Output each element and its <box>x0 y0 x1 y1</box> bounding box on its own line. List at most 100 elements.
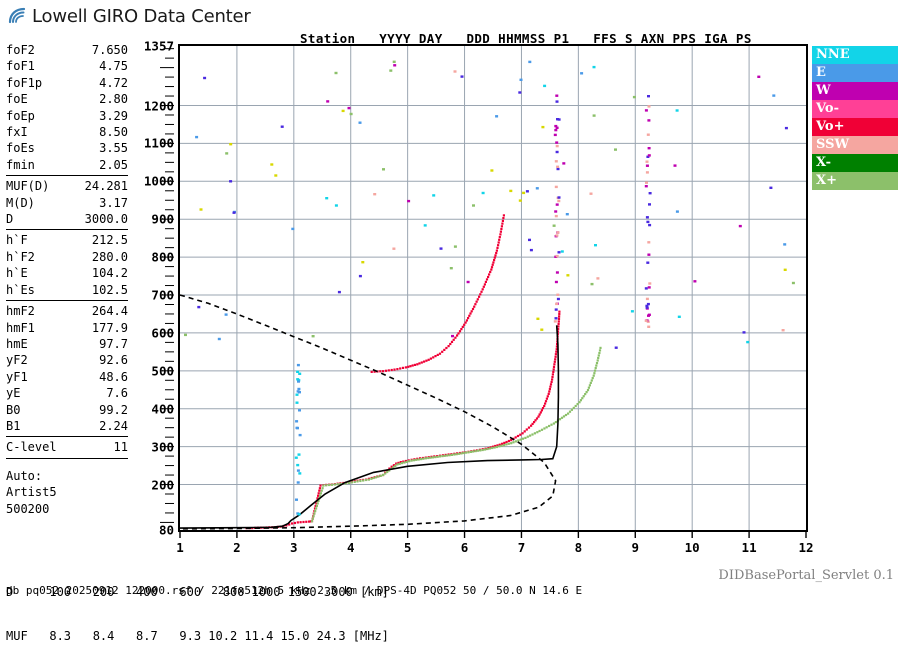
param-group-frequencies: foF2 7.650 foF1 4.75 foF1p 4.72 foE 2.80 foE… <box>6 42 128 173</box>
servlet-version: DIDBasePortal_Servlet 0.1 <box>718 568 894 583</box>
param-key: C-level <box>6 440 57 455</box>
ionogram-plot[interactable] <box>178 44 808 532</box>
param-key: MUF(D) <box>6 179 50 194</box>
legend-label: Vo+ <box>816 119 845 134</box>
param-row: B1 2.24 <box>6 418 128 434</box>
station-header-row: Station YYYY DAY DDD HHMMSS P1 FFS S AXN… <box>300 31 752 46</box>
param-row: yE 7.6 <box>6 385 128 401</box>
y-axis-label: 1100 <box>143 135 174 151</box>
legend-item-vo[interactable]: Vo- <box>812 100 898 118</box>
param-group-profile: hmF2 264.4 hmF1 177.9 hmE 97.7 yF2 92.6 yF1 4… <box>6 303 128 434</box>
param-key: hmF2 <box>6 304 35 319</box>
param-value: 99.2 <box>99 402 128 417</box>
x-axis: 1 2 3 4 5 6 7 8 9 10 11 12 <box>176 532 814 555</box>
series-x-x-mode-trace <box>310 346 602 523</box>
ionogram-canvas <box>180 46 806 530</box>
series-muf-curve <box>180 294 557 530</box>
param-row: foEs 3.55 <box>6 140 128 156</box>
param-row: h`Es 102.5 <box>6 282 128 298</box>
param-key: B0 <box>6 402 21 417</box>
param-row: B0 99.2 <box>6 402 128 418</box>
divider <box>6 229 128 231</box>
auto-code: 500200 <box>6 501 50 516</box>
y-axis-label: 1200 <box>143 98 174 113</box>
series-electron-density-profile <box>180 325 560 529</box>
noise-speckle <box>184 60 795 516</box>
x-axis-label: 10 <box>684 540 700 555</box>
param-value: 3.55 <box>99 141 128 156</box>
param-value: 2.05 <box>99 157 128 172</box>
logo-text: Lowell GIRO Data Center <box>32 5 251 27</box>
legend-item-e[interactable]: E <box>812 64 898 82</box>
param-group-muf: MUF(D) 24.281 M(D) 3.17 D 3000.0 <box>6 178 128 227</box>
divider <box>6 300 128 302</box>
param-key: hmF1 <box>6 320 35 335</box>
legend-label: NNE <box>816 47 850 62</box>
param-value: 7.650 <box>91 43 128 57</box>
param-key: B1 <box>6 418 21 433</box>
legend-item-ssw[interactable]: SSW <box>812 136 898 154</box>
param-row: hmF2 264.4 <box>6 303 128 319</box>
param-value: 7.6 <box>106 386 128 401</box>
param-value: 212.5 <box>91 233 128 248</box>
param-row: foE 2.80 <box>6 91 128 107</box>
param-value: 97.7 <box>99 336 128 351</box>
legend-item-vo[interactable]: Vo+ <box>812 118 898 136</box>
distance-muf-table: D 100 200 400 600 800 1000 1500 3000 [km… <box>6 556 389 658</box>
param-row: hmF1 177.9 <box>6 320 128 336</box>
param-value: 3.17 <box>99 195 128 210</box>
signal-waves-icon <box>8 7 26 24</box>
x-axis-label: 11 <box>741 540 757 555</box>
y-axis-ticks <box>160 48 174 523</box>
param-value: 264.4 <box>91 304 128 319</box>
param-key: h`F2 <box>6 249 35 264</box>
legend: NNE E W Vo- Vo+ SSW X- X+ <box>812 46 898 190</box>
param-row: C-level 11 <box>6 439 128 455</box>
param-key: foF2 <box>6 43 35 57</box>
param-row: MUF(D) 24.281 <box>6 178 128 194</box>
x-axis-label: 5 <box>403 540 412 555</box>
y-axis-label: 80 <box>158 522 174 538</box>
param-key: D <box>6 212 14 227</box>
x-axis-label: 1 <box>176 540 184 555</box>
param-value: 3.29 <box>99 108 128 123</box>
autoscaler-block: Auto: Artist5 500200 <box>6 468 57 517</box>
param-row: hmE 97.7 <box>6 336 128 352</box>
legend-item-w[interactable]: W <box>812 82 898 100</box>
param-value: 104.2 <box>91 266 128 281</box>
muf-row: MUF 8.3 8.4 8.7 9.3 10.2 11.4 15.0 24.3 … <box>6 628 389 643</box>
param-value: 177.9 <box>91 320 128 335</box>
param-row: M(D) 3.17 <box>6 195 128 211</box>
y-axis-label: 1357 <box>143 38 174 54</box>
parameter-table: foF2 7.650 foF1 4.75 foF1p 4.72 foE 2.80 foE… <box>6 42 128 461</box>
param-value: 24.281 <box>84 179 128 194</box>
divider <box>6 457 128 459</box>
x-axis-label: 6 <box>460 540 469 555</box>
param-value: 280.0 <box>91 249 128 264</box>
legend-label: SSW <box>816 137 850 152</box>
param-key: foE <box>6 92 28 107</box>
param-row: fxI 8.50 <box>6 124 128 140</box>
param-group-clevel: C-level 11 <box>6 439 128 455</box>
auto-name: Artist5 <box>6 485 57 500</box>
file-info-row: db pq052 20250912 122000.rsf / 221fx512h… <box>6 584 583 597</box>
legend-item-x[interactable]: X+ <box>812 172 898 190</box>
param-value: 2.80 <box>99 92 128 107</box>
param-row: h`F 212.5 <box>6 232 128 248</box>
param-row: foF1 4.75 <box>6 58 128 74</box>
series-vo-o-mode-trace <box>245 310 561 530</box>
x-axis-label: 8 <box>574 540 583 555</box>
distance-row: D 100 200 400 600 800 1000 1500 3000 [km… <box>6 585 389 599</box>
y-axis-label: 1000 <box>143 173 174 189</box>
param-key: fmin <box>6 157 35 172</box>
x-axis-ticks <box>179 532 807 538</box>
param-row: h`F2 280.0 <box>6 249 128 265</box>
y-axis: 80 200 300 400 500 600 700 800 900 1000 1100 1200 13… <box>128 39 174 538</box>
param-value: 102.5 <box>91 282 128 297</box>
param-value: 4.72 <box>99 75 128 90</box>
legend-item-nne[interactable]: NNE <box>812 46 898 64</box>
legend-label: Vo- <box>816 101 839 116</box>
x-axis-label: 4 <box>346 540 355 555</box>
x-axis-label: 3 <box>290 540 298 555</box>
legend-item-x[interactable]: X- <box>812 154 898 172</box>
